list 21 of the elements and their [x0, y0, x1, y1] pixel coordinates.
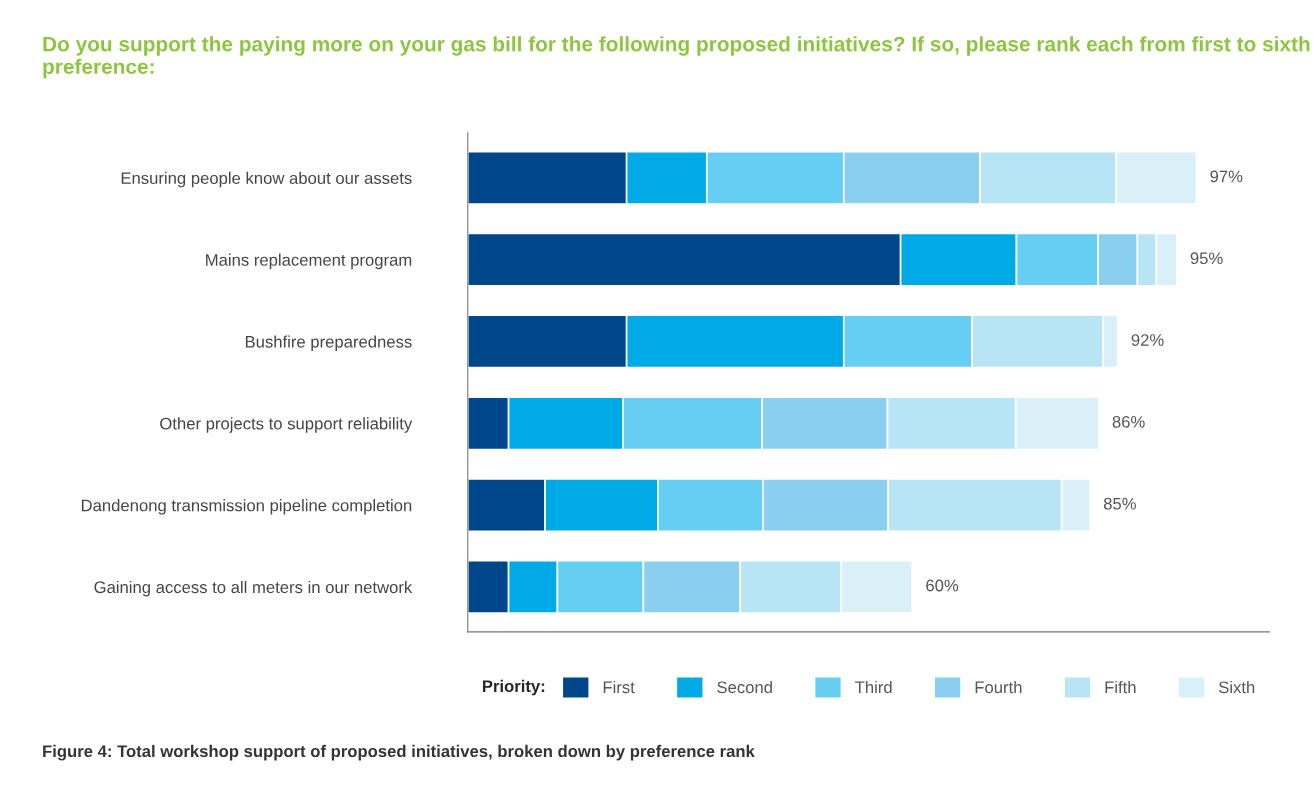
total-label: 95% [1190, 252, 1223, 265]
chart-title: Do you support the paying more on your gas bill for the following proposed initiatives? If so, please rank each from first to sixth preference: [43, 36, 1310, 79]
legend-label: Fourth [975, 680, 1022, 694]
legend-label: Sixth [1218, 680, 1255, 694]
caption: Figure 4: Total workshop support of proposed initiatives, broken down by preference rank [43, 744, 755, 761]
legend-label: Fifth [1105, 680, 1136, 694]
legend-title: Priority: [482, 679, 545, 696]
y-tick-label: Other projects to support reliability [160, 417, 413, 433]
legend-label: First [603, 680, 635, 694]
total-label: 60% [926, 579, 959, 592]
y-tick-label: Bushfire preparedness [245, 335, 412, 351]
total-label: 85% [1103, 497, 1136, 510]
y-tick-label: Dandenong transmission pipeline completion [81, 499, 412, 515]
y-tick-label: Gaining access to all meters in our network [94, 580, 413, 597]
legend-label: Third [855, 680, 892, 694]
y-tick-label: Ensuring people know about our assets [121, 171, 412, 188]
total-label: 92% [1131, 334, 1164, 346]
legend-label: Second [717, 680, 772, 694]
total-label: 86% [1112, 415, 1145, 428]
total-label: 97% [1210, 170, 1243, 183]
y-tick-label: Mains replacement program [206, 253, 412, 270]
